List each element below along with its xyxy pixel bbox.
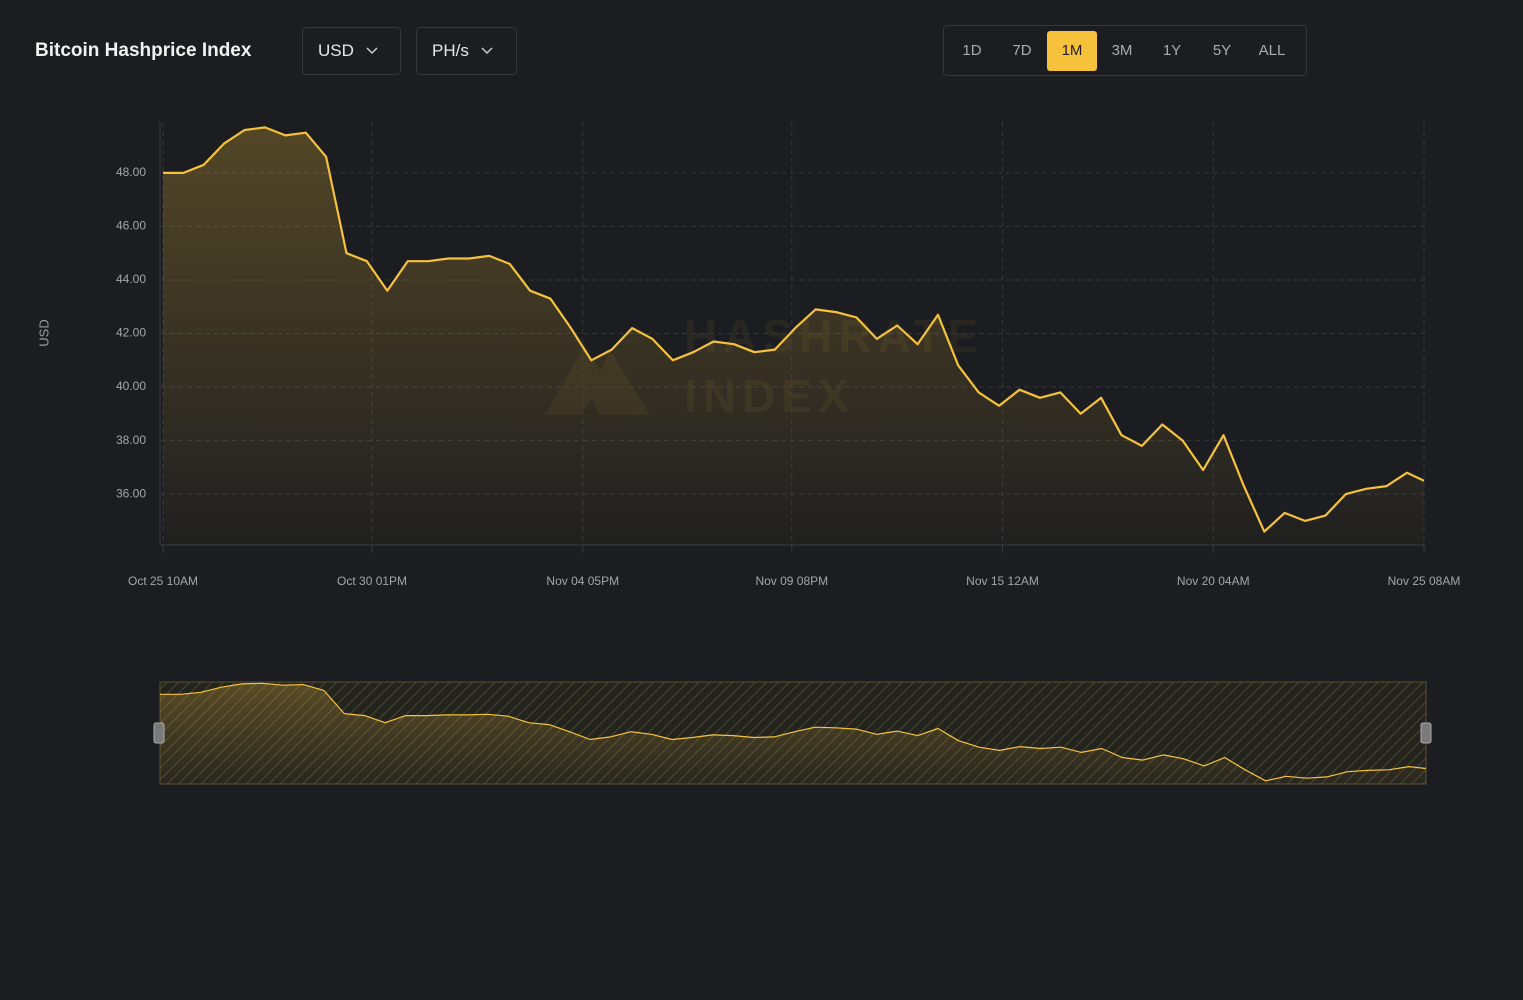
watermark: HASHRATE INDEX: [545, 310, 984, 422]
price-line: [163, 126, 1425, 533]
page-title: Bitcoin Hashprice Index: [35, 40, 252, 61]
range-button[interactable]: 1Y: [1162, 41, 1182, 59]
range-button[interactable]: 1D: [962, 41, 982, 59]
y-tick-label: 38.00: [116, 433, 146, 447]
x-tick-label: Nov 09 08PM: [755, 574, 828, 588]
page: Bitcoin Hashprice Index USD PH/s 1D 7D 1M 3…: [35, 25, 1461, 785]
watermark-text: INDEX: [684, 370, 855, 422]
unit-value: PH/s: [432, 41, 469, 60]
y-tick-label: 40.00: [116, 379, 146, 393]
x-tick-label: Nov 15 12AM: [966, 574, 1039, 588]
x-tick-label: Oct 25 10AM: [128, 574, 198, 588]
y-tick-label: 36.00: [116, 486, 146, 500]
range-button[interactable]: 5Y: [1212, 41, 1232, 59]
y-axis-label: USD: [36, 319, 51, 346]
x-tick-label: Nov 20 04AM: [1177, 574, 1250, 588]
y-tick-label: 48.00: [116, 165, 146, 179]
range-button[interactable]: 7D: [1012, 41, 1032, 59]
y-tick-label: 42.00: [116, 326, 146, 340]
currency-value: USD: [318, 41, 354, 60]
navigator-area: [160, 683, 1426, 784]
range-button[interactable]: 1M: [1047, 30, 1097, 71]
range-selector: 1D 7D 1M 3M 1Y 5Y ALL: [943, 25, 1307, 76]
x-tick-label: Oct 30 01PM: [337, 574, 407, 588]
range-button[interactable]: 3M: [1111, 41, 1133, 59]
chart: USD HASHRATE INDEX 36.00 38.00 40.00 42.00 4…: [36, 122, 1461, 785]
chevron: [366, 47, 378, 55]
range-button[interactable]: ALL: [1258, 41, 1286, 59]
x-tick-label: Nov 25 08AM: [1388, 574, 1461, 588]
price-area: [163, 127, 1424, 546]
currency-select[interactable]: USD: [302, 27, 401, 75]
navigator-handle: [153, 722, 165, 744]
watermark-logo: [545, 345, 650, 415]
x-tick-label: Nov 04 05PM: [546, 574, 619, 588]
navigator-line: [160, 682, 1427, 782]
navigator-bg: [159, 681, 1427, 785]
y-tick-label: 44.00: [116, 272, 146, 286]
watermark-text: HASHRATE: [684, 310, 984, 362]
unit-select[interactable]: PH/s: [416, 27, 517, 75]
y-tick-label: 46.00: [116, 219, 146, 233]
navigator-handle: [1420, 722, 1432, 744]
chevron: [481, 47, 493, 55]
